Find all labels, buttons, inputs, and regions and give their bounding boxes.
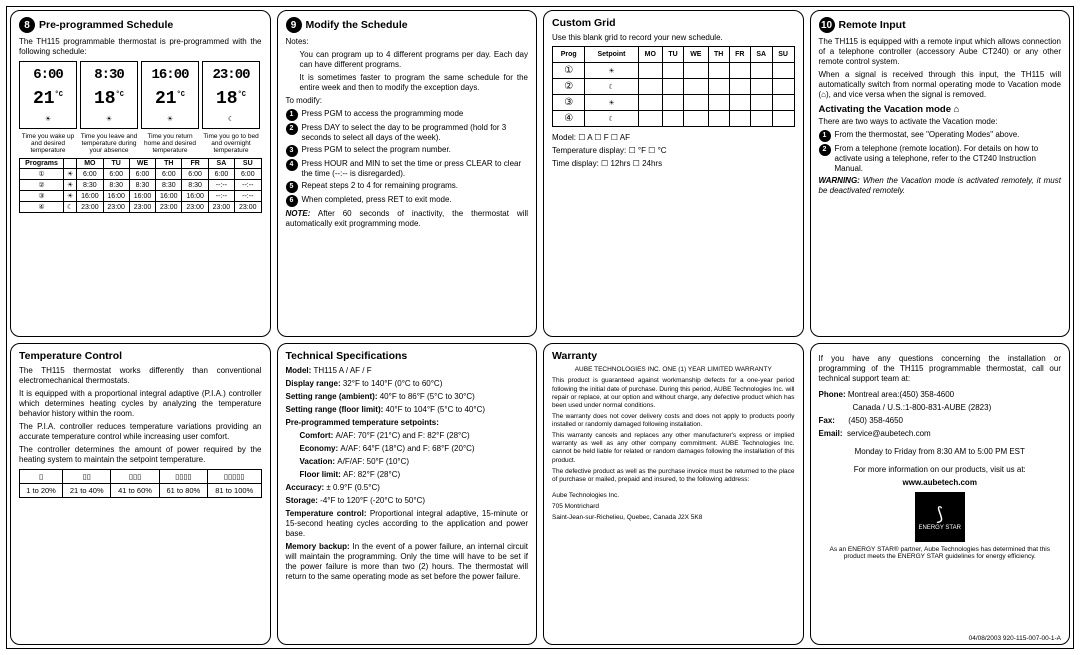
- lcd-1: 6:00 21°C ☀: [19, 61, 77, 129]
- panel-temperature-control: Temperature Control The TH115 thermostat…: [10, 343, 271, 645]
- panel-preprogrammed-schedule: 8 Pre-programmed Schedule The TH115 prog…: [10, 10, 271, 337]
- lcd-3: 16:00 21°C ☀: [141, 61, 199, 129]
- modify-label: To modify:: [286, 96, 529, 106]
- panel-modify-schedule: 9 Modify the Schedule Notes: You can pro…: [277, 10, 538, 337]
- heat-table: ▯▯▯▯▯▯▯▯▯▯▯▯▯▯▯ 1 to 20%21 to 40%41 to 6…: [19, 469, 262, 498]
- energystar-icon: ⟆: [936, 504, 943, 525]
- lcd-4: 23:00 18°C ☾: [202, 61, 260, 129]
- section-title: Custom Grid: [552, 17, 616, 29]
- section-number-10: 10: [819, 17, 835, 33]
- section-title: Pre-programmed Schedule: [39, 19, 173, 31]
- vacation-steps: 1From the thermostat, see "Operating Mod…: [819, 130, 1062, 174]
- doc-footer: 04/08/2003 920-115-007-00-1-A: [969, 635, 1061, 642]
- energystar-logo: ⟆ ENERGY STAR: [915, 492, 965, 542]
- lcd-2: 8:30 18°C ☀: [80, 61, 138, 129]
- page: 8 Pre-programmed Schedule The TH115 prog…: [6, 6, 1074, 649]
- section-number-8: 8: [19, 17, 35, 33]
- intro-text: The TH115 programmable thermostat is pre…: [19, 37, 262, 57]
- lcd-displays: 6:00 21°C ☀ 8:30 18°C ☀ 16:00 21°C ☀ 23:…: [19, 61, 262, 129]
- panel-remote-input: 10 Remote Input The TH115 is equipped wi…: [810, 10, 1071, 337]
- blank-grid: ProgSetpointMOTUWETHFRSASU ①☀②☾③☀④☾: [552, 46, 795, 127]
- panel-contact: If you have any questions concerning the…: [810, 343, 1071, 645]
- section-number-9: 9: [286, 17, 302, 33]
- vacation-subtitle: Activating the Vacation mode ⌂: [819, 104, 1062, 115]
- lcd-captions: Time you wake up and desired temperature…: [19, 133, 262, 154]
- schedule-table: ProgramsMOTUWETHFRSASU ①☀6:006:006:006:0…: [19, 158, 262, 213]
- section-title: Technical Specifications: [286, 350, 408, 362]
- section-title: Remote Input: [839, 19, 906, 31]
- modify-steps: 1Press PGM to access the programming mod…: [286, 109, 529, 207]
- notes-label: Notes:: [286, 37, 529, 47]
- section-title: Modify the Schedule: [306, 19, 408, 31]
- panel-custom-grid: Custom Grid Use this blank grid to recor…: [543, 10, 804, 337]
- section-title: Warranty: [552, 350, 597, 362]
- panel-warranty: Warranty AUBE TECHNOLOGIES INC. ONE (1) …: [543, 343, 804, 645]
- section-title: Temperature Control: [19, 350, 122, 362]
- panel-technical-specs: Technical Specifications Model: TH115 A …: [277, 343, 538, 645]
